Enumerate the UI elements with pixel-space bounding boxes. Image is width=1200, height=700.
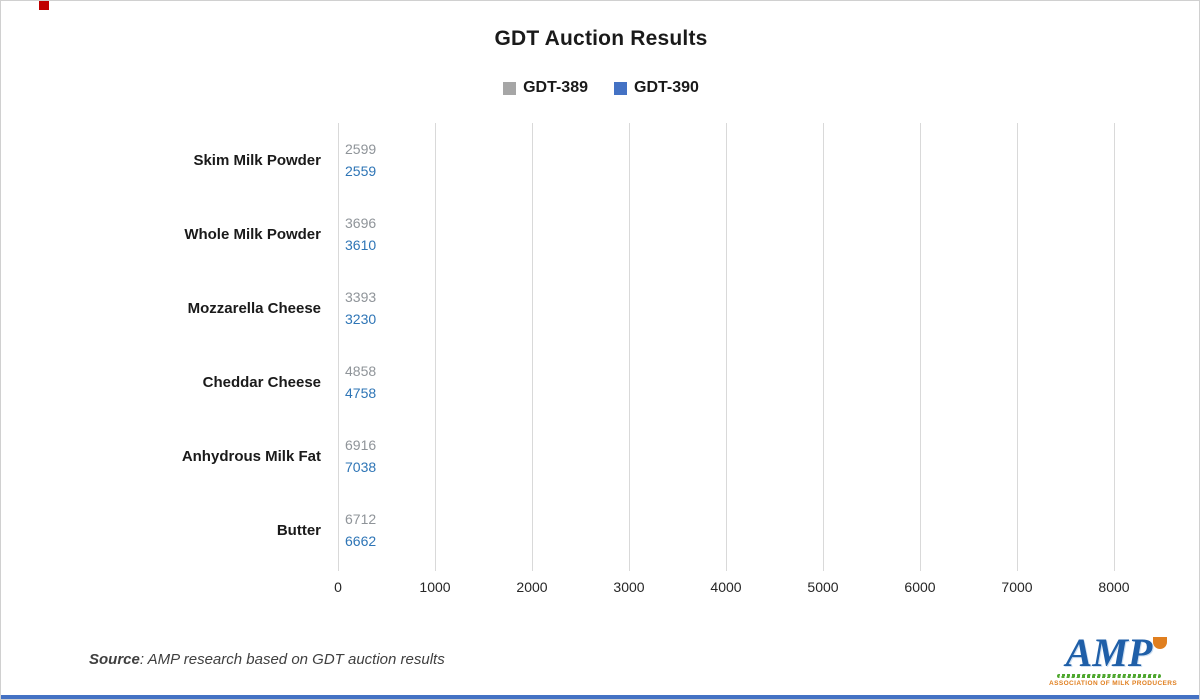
- source-label: Source: [89, 651, 140, 668]
- bar-group: 2599 2559: [338, 123, 1114, 197]
- bar-value-label: 6916: [345, 436, 377, 453]
- bottom-border: [1, 695, 1199, 699]
- category-label: Butter: [276, 521, 321, 539]
- chart-row: Skim Milk Powder 2599 2559: [91, 123, 1114, 197]
- chart-rows: Skim Milk Powder 2599 2559 Whole Milk Powde…: [91, 123, 1114, 571]
- bar-line-gdt-390: 7038: [338, 458, 376, 475]
- bar-value-label: 3610: [345, 236, 377, 253]
- x-tick-label: 1000: [419, 579, 451, 595]
- bar-value-label: 2599: [345, 140, 377, 157]
- category-label: Anhydrous Milk Fat: [181, 447, 321, 465]
- bar-line-gdt-389: 3393: [338, 288, 376, 305]
- x-tick-label: 2000: [516, 579, 548, 595]
- bar-value-label: 4758: [345, 384, 377, 401]
- gridline: [823, 123, 824, 571]
- x-tick-label: 3000: [613, 579, 645, 595]
- bar-line-gdt-389: 6712: [338, 510, 376, 527]
- bar-group: 6712 6662: [338, 493, 1114, 567]
- cup-icon: [1153, 637, 1167, 649]
- bar-value-label: 7038: [345, 458, 377, 475]
- bar-value-label: 6712: [345, 510, 377, 527]
- legend-label: GDT-390: [634, 79, 699, 96]
- bar-line-gdt-389: 3696: [338, 214, 376, 231]
- source-note: Source: AMP research based on GDT auctio…: [89, 651, 445, 668]
- x-axis: 0 1000 2000 3000 4000 5000 6000 7000 8000: [91, 579, 1129, 599]
- gridline: [1017, 123, 1018, 571]
- bar-line-gdt-389: 4858: [338, 362, 376, 379]
- x-tick-label: 4000: [710, 579, 742, 595]
- chart-title: GDT Auction Results: [494, 27, 708, 50]
- gridline: [435, 123, 436, 571]
- category-label: Cheddar Cheese: [202, 373, 321, 391]
- x-axis-ticks: 0 1000 2000 3000 4000 5000 6000 7000 8000: [334, 579, 1129, 599]
- bar-line-gdt-390: 3610: [338, 236, 376, 253]
- category-label: Skim Milk Powder: [193, 151, 321, 169]
- legend-label: GDT-389: [523, 79, 588, 96]
- x-tick-label: 7000: [1001, 579, 1033, 595]
- gridline: [532, 123, 533, 571]
- bar-group: 4858 4758: [338, 345, 1114, 419]
- chart-row: Cheddar Cheese 4858 4758: [91, 345, 1114, 419]
- chart-row: Anhydrous Milk Fat 6916 7038: [91, 419, 1114, 493]
- bar-value-label: 6662: [345, 532, 377, 549]
- legend-swatch-icon: [614, 81, 627, 95]
- gridline: [920, 123, 921, 571]
- plot-area: [338, 123, 1115, 571]
- gridline: [338, 123, 339, 571]
- category-label: Mozzarella Cheese: [187, 299, 321, 317]
- bar-line-gdt-389: 2599: [338, 140, 376, 157]
- bar-line-gdt-390: 4758: [338, 384, 376, 401]
- bar-line-gdt-389: 6916: [338, 436, 376, 453]
- legend-item-gdt-390: GDT-390: [614, 79, 699, 97]
- gridline: [726, 123, 727, 571]
- x-tick-label: 6000: [904, 579, 936, 595]
- bar-group: 3696 3610: [338, 197, 1114, 271]
- x-tick-label: 8000: [1098, 579, 1130, 595]
- amp-logo-subtext: ASSOCIATION OF MILK PRODUCERS: [1049, 680, 1178, 687]
- grass-icon: [1057, 674, 1161, 678]
- bar-line-gdt-390: 3230: [338, 310, 376, 327]
- x-tick-label: 0: [334, 579, 342, 595]
- x-tick-label: 5000: [807, 579, 839, 595]
- bar-value-label: 3230: [345, 310, 377, 327]
- gridline: [629, 123, 630, 571]
- amp-logo-letters: AMP: [1065, 630, 1153, 675]
- bar-group: 6916 7038: [338, 419, 1114, 493]
- corner-mark: [39, 1, 49, 10]
- bar-value-label: 3696: [345, 214, 377, 231]
- bar-value-label: 3393: [345, 288, 377, 305]
- bar-chart: Skim Milk Powder 2599 2559 Whole Milk Powde…: [91, 123, 1115, 571]
- chart-row: Whole Milk Powder 3696 3610: [91, 197, 1114, 271]
- legend-item-gdt-389: GDT-389: [503, 79, 588, 97]
- chart-row: Mozzarella Cheese 3393 3230: [91, 271, 1114, 345]
- legend-swatch-icon: [503, 81, 517, 95]
- bar-line-gdt-390: 2559: [338, 162, 376, 179]
- bar-value-label: 2559: [345, 162, 377, 179]
- chart-row: Butter 6712 6662: [91, 493, 1114, 567]
- category-label: Whole Milk Powder: [184, 225, 321, 243]
- source-text: : AMP research based on GDT auction resu…: [139, 651, 445, 668]
- legend: GDT-389 GDT-390: [1, 79, 1199, 97]
- bar-line-gdt-390: 6662: [338, 532, 376, 549]
- gridline: [1114, 123, 1115, 571]
- bar-group: 3393 3230: [338, 271, 1114, 345]
- amp-logo-text: AMP: [1049, 633, 1169, 673]
- amp-logo: AMP ASSOCIATION OF MILK PRODUCERS: [1049, 633, 1178, 688]
- bar-value-label: 4858: [345, 362, 377, 379]
